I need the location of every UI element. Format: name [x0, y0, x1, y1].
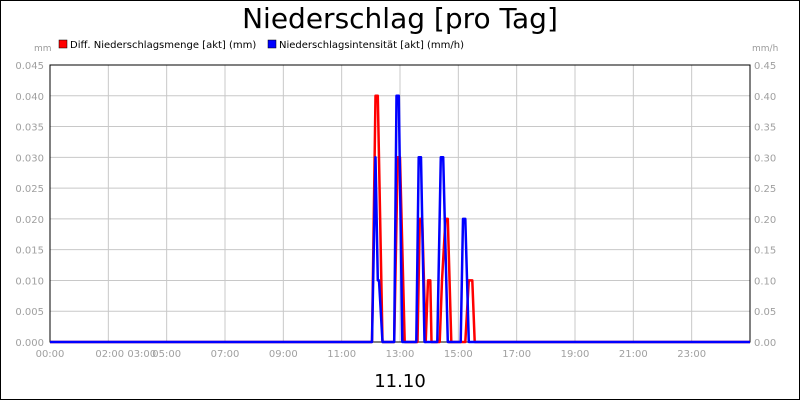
- x-tick-label: 19:00: [561, 349, 590, 360]
- y-left-tick-label: 0.020: [15, 215, 44, 226]
- left-axis-unit: mm: [34, 44, 52, 54]
- y-right-tick-label: 0.45: [754, 61, 776, 72]
- series-line-niederschlagsintensitaet: [50, 94, 750, 344]
- x-tick-label: 11:00: [327, 349, 356, 360]
- x-tick-label: 15:00: [444, 349, 473, 360]
- x-tick-label: 07:00: [211, 349, 240, 360]
- y-left-tick-label: 0.010: [15, 276, 44, 287]
- y-right-tick-label: 0.35: [754, 123, 776, 134]
- x-tick-label: 21:00: [619, 349, 648, 360]
- y-right-tick-label: 0.10: [754, 276, 776, 287]
- legend-label-niederschlagsmenge: Diff. Niederschlagsmenge [akt] (mm): [70, 40, 256, 51]
- x-tick-label: 02:00 03:00: [95, 349, 156, 360]
- x-tick-label: 23:00: [677, 349, 706, 360]
- y-left-tick-label: 0.035: [15, 123, 44, 134]
- axis-tick-labels: 0.000 0.00 0.005 0.05 0.010 0.10 0.015 0.15 0.02…: [15, 61, 776, 360]
- y-right-tick-label: 0.40: [754, 92, 776, 103]
- y-left-tick-label: 0.005: [15, 307, 44, 318]
- y-right-tick-label: 0.30: [754, 153, 776, 164]
- y-right-tick-label: 0.05: [754, 307, 776, 318]
- chart-title: Niederschlag [pro Tag]: [242, 2, 558, 35]
- x-axis-date-label: 11.10: [374, 371, 426, 392]
- legend-swatch-blue: [267, 39, 277, 49]
- y-right-tick-label: 0.00: [754, 338, 776, 349]
- series-layer: [50, 94, 750, 344]
- y-left-tick-label: 0.030: [15, 153, 44, 164]
- y-left-tick-label: 0.000: [15, 338, 44, 349]
- y-left-tick-label: 0.045: [15, 61, 44, 72]
- right-axis-unit: mm/h: [752, 44, 778, 54]
- legend-swatch-red: [58, 39, 68, 49]
- y-right-tick-label: 0.25: [754, 184, 776, 195]
- x-tick-label: 13:00: [386, 349, 415, 360]
- x-tick-label: 09:00: [269, 349, 298, 360]
- x-tick-label: 00:00: [36, 349, 65, 360]
- x-tick-label: 17:00: [502, 349, 531, 360]
- y-right-tick-label: 0.15: [754, 246, 776, 257]
- y-right-tick-label: 0.20: [754, 215, 776, 226]
- plot-area-border: [49, 64, 751, 343]
- legend-label-niederschlagsintensitaet: Niederschlagsintensität [akt] (mm/h): [279, 40, 464, 51]
- y-left-tick-label: 0.015: [15, 246, 44, 257]
- x-tick-label: 05:00: [152, 349, 181, 360]
- y-left-tick-label: 0.040: [15, 92, 44, 103]
- y-left-tick-label: 0.025: [15, 184, 44, 195]
